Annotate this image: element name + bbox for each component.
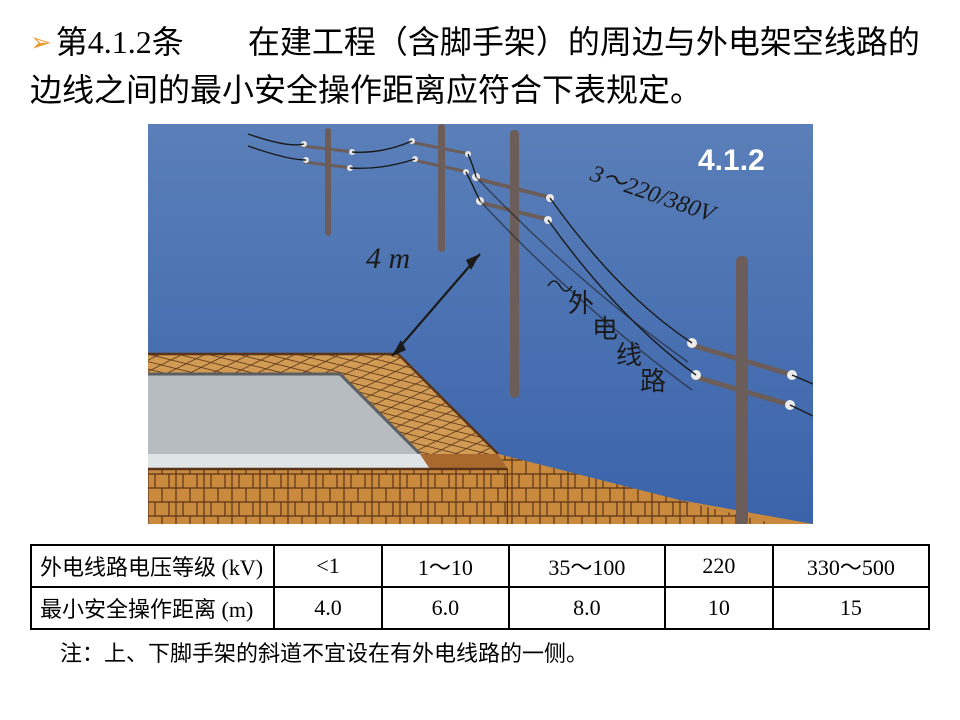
illustration: 4 m 4.1.2 3～220/380V 外 电 线 路: [148, 124, 813, 524]
illustration-svg: 4 m 4.1.2 3～220/380V 外 电 线 路: [148, 124, 813, 524]
heading-prefix: 第4.1.2条: [56, 24, 184, 60]
table-cell: 220: [665, 545, 773, 587]
svg-text:线: 线: [616, 341, 642, 370]
label-4m: 4 m: [366, 242, 410, 275]
svg-text:外: 外: [568, 289, 594, 318]
table-footnote: 注：上、下脚手架的斜道不宜设在有外电线路的一侧。: [30, 630, 930, 668]
heading: ➢第4.1.2条 在建工程（含脚手架）的周边与外电架空线路的边线之间的最小安全操…: [30, 18, 930, 114]
table-cell: <1: [274, 545, 382, 587]
table-cell: 1～10: [382, 545, 509, 587]
row-header-distance: 最小安全操作距离 (m): [31, 587, 274, 629]
svg-text:路: 路: [640, 367, 666, 396]
table-cell: 35～100: [509, 545, 665, 587]
table-cell: 10: [665, 587, 773, 629]
label-section: 4.1.2: [698, 144, 765, 177]
table-cell: 8.0: [509, 587, 665, 629]
table-cell: 4.0: [274, 587, 382, 629]
bullet-icon: ➢: [30, 28, 52, 57]
table-cell: 330～500: [773, 545, 929, 587]
table-cell: 15: [773, 587, 929, 629]
row-header-voltage: 外电线路电压等级 (kV): [31, 545, 274, 587]
table-cell: 6.0: [382, 587, 509, 629]
svg-text:电: 电: [592, 315, 618, 344]
safety-distance-table: 外电线路电压等级 (kV)<11～1035～100220330～500 最小安全操…: [30, 544, 930, 630]
